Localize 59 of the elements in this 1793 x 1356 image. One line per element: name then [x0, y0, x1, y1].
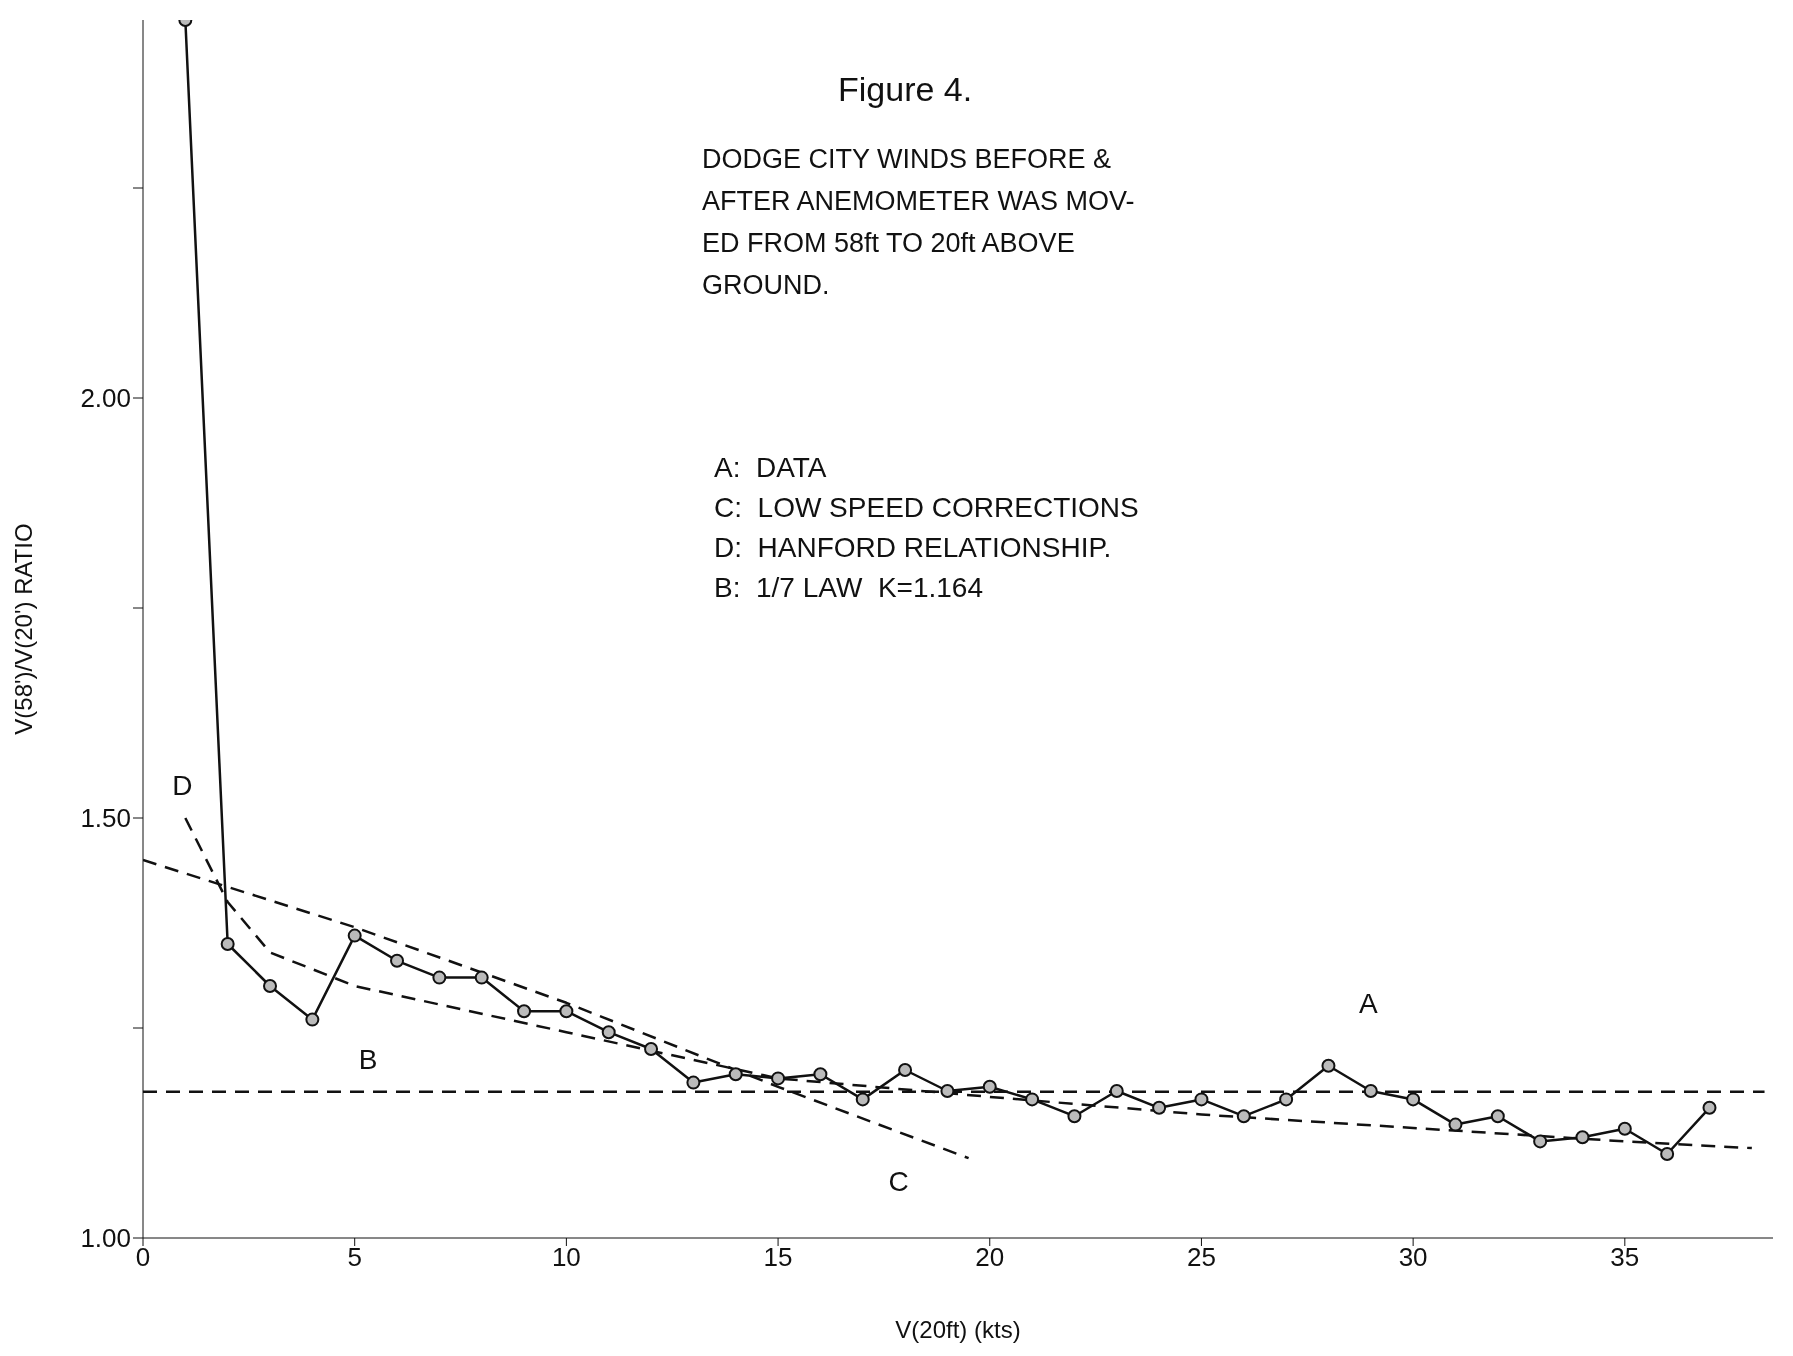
annotation: A: DATA: [714, 451, 828, 485]
point: [813, 1067, 828, 1082]
text: DODGE CITY WINDS BEFORE & AFTER ANEMOMETER WAS MOV- ED FROM 58ft TO 20ft ABOVE GROUND.: [702, 143, 1135, 302]
point: [1067, 1109, 1082, 1124]
x-tick-label: 30: [1398, 1242, 1428, 1273]
point: [517, 1004, 532, 1019]
series-label: D: [172, 770, 193, 802]
y-tick-label: 1.00: [80, 1223, 131, 1254]
point: [474, 970, 489, 985]
point: [559, 1004, 574, 1019]
annotation: B: 1/7 LAW K=1.164: [714, 571, 984, 605]
point: [644, 1042, 659, 1056]
x-tick-label: 20: [975, 1242, 1005, 1273]
point: [305, 1012, 320, 1027]
point: [1660, 1147, 1675, 1161]
x-tick-label: 0: [135, 1242, 151, 1273]
series-label: A: [1359, 988, 1379, 1020]
point: [1617, 1121, 1632, 1136]
x-tick-label: 5: [347, 1242, 362, 1273]
series-label: C: [888, 1165, 909, 1197]
point: [1279, 1092, 1294, 1107]
annotation: C: LOW SPEED CORRECTIONS: [714, 491, 1139, 525]
text: Figure 4.: [838, 70, 973, 109]
point: [1406, 1092, 1421, 1107]
point: [898, 1063, 913, 1077]
point: [390, 953, 405, 968]
point: [855, 1092, 870, 1107]
point: [220, 937, 235, 951]
x-tick-label: 15: [763, 1242, 793, 1273]
point: [1109, 1084, 1124, 1098]
point: [263, 979, 278, 993]
point: [1321, 1058, 1336, 1073]
point: [1533, 1134, 1548, 1149]
point: [686, 1075, 701, 1090]
point: [771, 1071, 786, 1086]
x-tick-label: 10: [551, 1242, 581, 1273]
point: [1152, 1100, 1167, 1115]
point: [1575, 1130, 1590, 1145]
annotation: D: HANFORD RELATIONSHIP.: [714, 531, 1113, 565]
point: [1448, 1117, 1463, 1132]
point: [982, 1079, 997, 1094]
x-tick-label: 25: [1186, 1242, 1216, 1273]
point: [1236, 1109, 1251, 1124]
y-tick-label: 1.50: [80, 803, 131, 834]
point: [601, 1025, 616, 1040]
point: [1702, 1100, 1717, 1115]
point: [1363, 1084, 1378, 1098]
point: [1490, 1109, 1505, 1124]
x-axis-title: V(20ft) (kts): [895, 1316, 1021, 1343]
point: [432, 970, 447, 985]
point: [728, 1067, 743, 1082]
point: [347, 928, 362, 943]
point: [1025, 1092, 1040, 1107]
point: [940, 1084, 955, 1098]
x-tick-label: 35: [1610, 1242, 1640, 1273]
y-axis-title: V(58')/V(20') RATIO: [9, 523, 37, 735]
y-tick-label: 2.00: [80, 383, 131, 414]
point: [1194, 1092, 1209, 1107]
series-label: B: [358, 1044, 378, 1076]
